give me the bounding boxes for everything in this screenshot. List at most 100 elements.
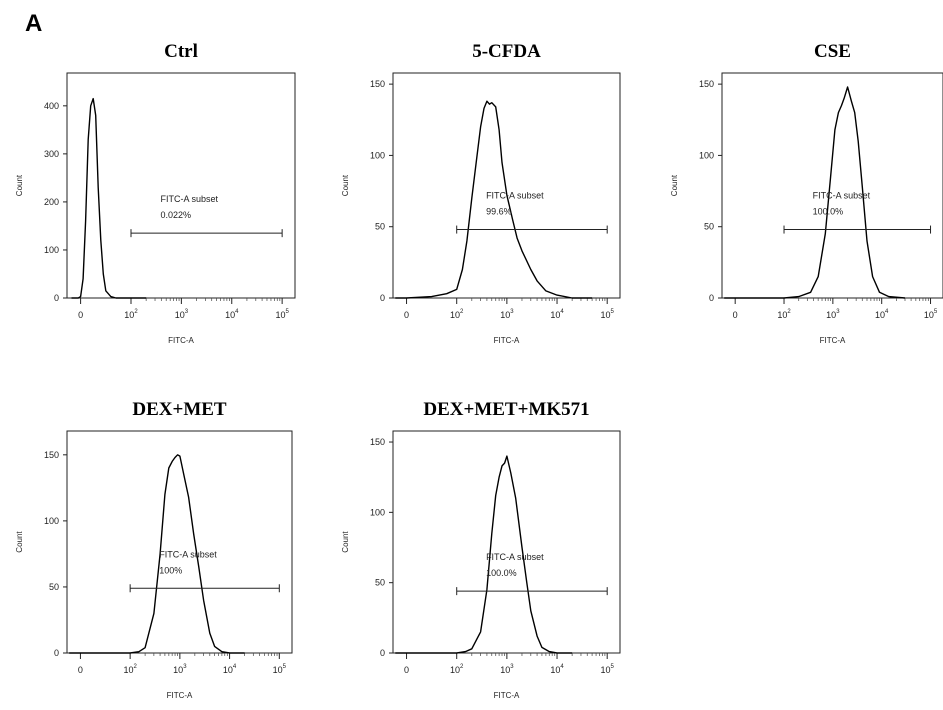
x-tick-base: 10 <box>273 665 283 675</box>
y-axis-label: Count <box>15 174 24 196</box>
plot-frame <box>66 430 293 654</box>
y-tick-label: 0 <box>380 293 385 303</box>
x-tick-base: 10 <box>601 665 611 675</box>
gate-percent: 100.0% <box>813 207 844 217</box>
histogram-curve <box>395 100 593 299</box>
y-tick-label: 400 <box>44 101 59 111</box>
y-tick-label: 100 <box>370 507 385 517</box>
plot-frame <box>392 72 621 299</box>
x-tick-exponent: 5 <box>934 309 938 315</box>
x-tick-label: 103 <box>500 309 514 320</box>
chart-title: 5-CFDA <box>472 41 541 62</box>
gate-name: FITC-A subset <box>160 194 218 204</box>
y-tick-label: 100 <box>44 516 59 526</box>
y-axis-label: Count <box>670 174 679 196</box>
gate-percent: 99.6% <box>486 207 512 217</box>
x-tick-exponent: 3 <box>183 664 187 670</box>
x-axis-label: FITC-A <box>494 691 520 700</box>
y-tick-label: 50 <box>375 222 385 232</box>
x-tick-exponent: 2 <box>134 309 138 315</box>
y-axis-label: Count <box>15 531 24 553</box>
x-tick-base: 10 <box>924 310 934 320</box>
gate-name: FITC-A subset <box>159 549 217 559</box>
gate-name: FITC-A subset <box>813 191 871 201</box>
x-tick-label: 0 <box>404 310 409 320</box>
x-tick-label: 105 <box>601 664 615 675</box>
x-tick-label: 103 <box>826 309 840 320</box>
x-tick-base: 10 <box>777 310 787 320</box>
x-tick-label: 104 <box>223 664 237 675</box>
gate-percent: 100% <box>159 565 182 575</box>
x-tick-base: 10 <box>550 310 560 320</box>
x-tick-base: 10 <box>124 310 134 320</box>
histogram-curve <box>395 455 573 654</box>
x-tick-label: 102 <box>124 309 138 320</box>
x-tick-base: 0 <box>78 310 83 320</box>
y-tick-label: 50 <box>49 582 59 592</box>
x-tick-base: 10 <box>275 310 285 320</box>
x-tick-exponent: 2 <box>133 664 137 670</box>
y-tick-label: 0 <box>709 293 714 303</box>
x-tick-exponent: 2 <box>787 309 791 315</box>
x-tick-base: 10 <box>826 310 836 320</box>
x-tick-label: 103 <box>175 309 189 320</box>
gate-percent: 0.022% <box>160 210 191 220</box>
x-tick-base: 10 <box>225 310 235 320</box>
x-tick-base: 10 <box>500 310 510 320</box>
x-tick-label: 103 <box>173 664 187 675</box>
x-tick-exponent: 2 <box>460 664 464 670</box>
gate-name: FITC-A subset <box>486 191 544 201</box>
x-tick-label: 104 <box>550 664 564 675</box>
x-tick-exponent: 4 <box>233 664 237 670</box>
x-tick-exponent: 3 <box>510 664 514 670</box>
chart-title: DEX+MET <box>132 399 227 420</box>
x-tick-base: 0 <box>78 665 83 675</box>
x-tick-exponent: 4 <box>235 309 239 315</box>
y-tick-label: 100 <box>699 150 714 160</box>
histogram-curve <box>69 454 245 654</box>
x-tick-label: 102 <box>450 309 464 320</box>
x-tick-base: 10 <box>450 665 460 675</box>
y-tick-label: 100 <box>44 245 59 255</box>
plot-frame <box>66 72 296 299</box>
y-axis-label: Count <box>341 174 350 196</box>
x-tick-label: 102 <box>777 309 791 320</box>
x-tick-label: 105 <box>273 664 287 675</box>
x-tick-base: 10 <box>223 665 233 675</box>
y-tick-label: 100 <box>370 150 385 160</box>
x-tick-base: 10 <box>450 310 460 320</box>
x-tick-exponent: 3 <box>185 309 189 315</box>
x-tick-label: 105 <box>924 309 938 320</box>
x-axis-label: FITC-A <box>167 691 193 700</box>
x-tick-label: 0 <box>78 310 83 320</box>
x-tick-label: 103 <box>500 664 514 675</box>
x-tick-base: 10 <box>175 310 185 320</box>
x-tick-exponent: 2 <box>460 309 464 315</box>
x-tick-label: 104 <box>875 309 889 320</box>
y-tick-label: 200 <box>44 197 59 207</box>
x-tick-label: 0 <box>404 665 409 675</box>
x-tick-base: 10 <box>123 665 133 675</box>
x-tick-base: 10 <box>601 310 611 320</box>
x-tick-base: 0 <box>404 665 409 675</box>
chart-title: Ctrl <box>164 41 198 62</box>
x-tick-label: 105 <box>275 309 289 320</box>
x-tick-label: 105 <box>601 309 615 320</box>
histogram-curve <box>71 97 147 299</box>
x-tick-exponent: 5 <box>611 664 615 670</box>
x-axis-label: FITC-A <box>168 336 194 345</box>
x-tick-label: 0 <box>78 665 83 675</box>
x-tick-label: 102 <box>123 664 137 675</box>
x-tick-base: 10 <box>173 665 183 675</box>
y-axis-label: Count <box>341 531 350 553</box>
x-tick-exponent: 4 <box>560 309 564 315</box>
y-tick-label: 0 <box>54 648 59 658</box>
x-tick-label: 104 <box>225 309 239 320</box>
y-tick-label: 0 <box>54 293 59 303</box>
y-tick-label: 50 <box>704 222 714 232</box>
x-tick-base: 10 <box>500 665 510 675</box>
x-tick-base: 0 <box>404 310 409 320</box>
x-tick-base: 10 <box>875 310 885 320</box>
